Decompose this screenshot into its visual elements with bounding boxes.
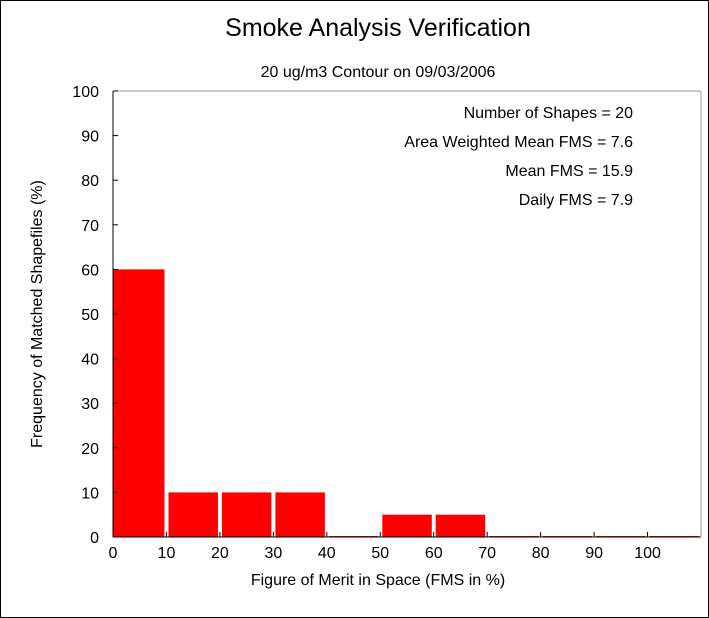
x-tick-label: 40 [318, 545, 336, 562]
y-tick-label: 30 [81, 396, 99, 413]
x-tick-label: 0 [109, 545, 118, 562]
x-axis-label: Figure of Merit in Space (FMS in %) [251, 572, 505, 589]
x-tick-label: 60 [425, 545, 443, 562]
histogram-bar [113, 269, 165, 537]
stat-annotation: Mean FMS = 15.9 [505, 163, 633, 180]
chart-title: Smoke Analysis Verification [225, 14, 531, 42]
x-tick-label: 50 [371, 545, 389, 562]
y-tick-label: 60 [81, 262, 99, 279]
stat-annotation: Area Weighted Mean FMS = 7.6 [404, 134, 633, 151]
histogram-bar [435, 514, 486, 537]
y-tick-label: 90 [81, 129, 99, 146]
x-tick-label: 100 [634, 545, 661, 562]
x-tick-label: 90 [585, 545, 603, 562]
y-tick-label: 70 [81, 218, 99, 235]
y-axis-label: Frequency of Matched Shapefiles (%) [29, 180, 46, 448]
y-tick-group: 0 10 20 30 40 50 60 70 80 90 100 [72, 84, 118, 547]
x-tick-label: 10 [158, 545, 176, 562]
axes [112, 90, 702, 538]
chart-subtitle: 20 ug/m3 Contour on 09/03/2006 [261, 64, 496, 81]
x-tick-label: 70 [478, 545, 496, 562]
y-tick-label: 80 [81, 173, 99, 190]
y-tick-label: 0 [90, 530, 99, 547]
x-tick-label: 30 [264, 545, 282, 562]
x-tick-label: 80 [532, 545, 550, 562]
y-tick-label: 20 [81, 441, 99, 458]
bar-group [113, 269, 699, 537]
stats-annotations: Number of Shapes = 20 Area Weighted Mean … [404, 105, 633, 209]
histogram-bar [275, 492, 325, 537]
stat-annotation: Number of Shapes = 20 [464, 105, 634, 122]
stat-annotation: Daily FMS = 7.9 [519, 192, 633, 209]
y-tick-label: 50 [81, 307, 99, 324]
histogram-bar [382, 514, 432, 537]
y-tick-label: 100 [72, 84, 99, 101]
histogram-bar [168, 492, 218, 537]
x-tick-group: 0 10 20 30 40 50 60 70 80 90 100 [109, 532, 661, 562]
y-tick-label: 40 [81, 352, 99, 369]
x-tick-label: 20 [211, 545, 229, 562]
histogram-bar [221, 492, 272, 537]
y-tick-label: 10 [81, 485, 99, 502]
